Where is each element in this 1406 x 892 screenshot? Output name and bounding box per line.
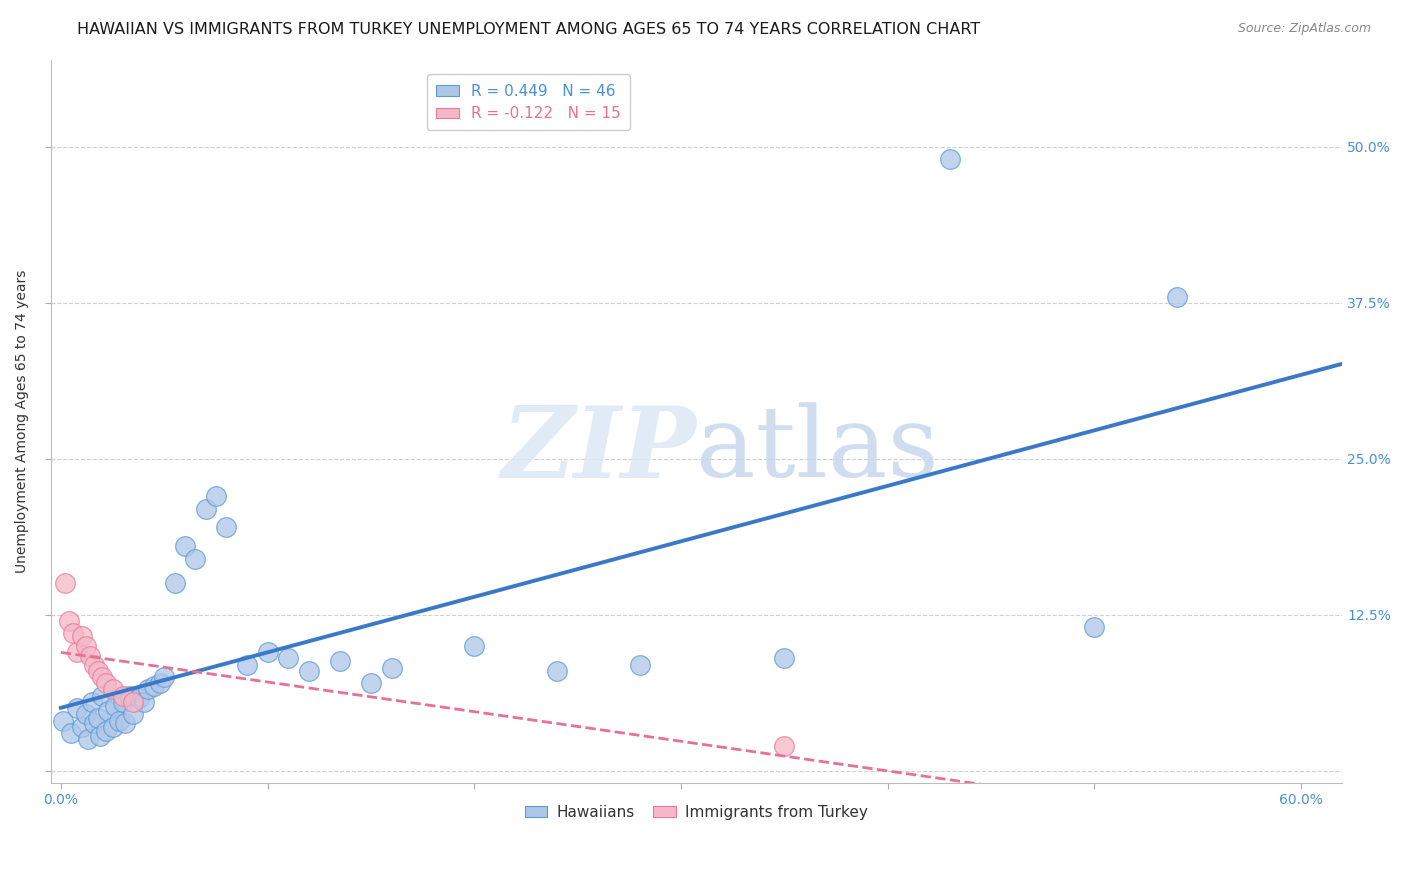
Point: [53, 576, 76, 591]
Point: [111, 689, 134, 703]
Point: [380, 661, 402, 675]
Point: [87, 711, 110, 725]
Point: [132, 695, 155, 709]
Point: [83, 716, 105, 731]
Point: [256, 645, 278, 659]
Y-axis label: Unemployment Among Ages 65 to 74 years: Unemployment Among Ages 65 to 74 years: [15, 269, 30, 573]
Point: [80, 695, 103, 709]
Point: [149, 676, 172, 690]
Point: [70, 629, 93, 643]
Point: [58, 614, 80, 628]
Point: [236, 657, 259, 672]
Point: [163, 576, 186, 591]
Point: [153, 670, 176, 684]
Point: [773, 651, 796, 665]
Point: [215, 520, 238, 534]
Point: [205, 489, 228, 503]
Point: [66, 645, 89, 659]
Text: atlas: atlas: [696, 402, 939, 498]
Point: [194, 501, 217, 516]
Point: [298, 664, 321, 678]
Point: [136, 682, 159, 697]
Point: [83, 657, 105, 672]
Point: [52, 714, 75, 728]
Point: [89, 729, 111, 743]
Text: ZIP: ZIP: [502, 402, 696, 499]
Point: [76, 732, 98, 747]
Point: [75, 707, 97, 722]
Point: [87, 664, 110, 678]
Point: [938, 153, 960, 167]
Point: [773, 739, 796, 753]
Point: [329, 654, 352, 668]
Legend: Hawaiians, Immigrants from Turkey: Hawaiians, Immigrants from Turkey: [519, 799, 875, 826]
Point: [96, 676, 118, 690]
Point: [91, 689, 114, 703]
Point: [184, 551, 207, 566]
Point: [118, 689, 141, 703]
Point: [142, 679, 165, 693]
Point: [96, 723, 118, 738]
Point: [60, 726, 83, 740]
Point: [111, 695, 134, 709]
Point: [104, 698, 127, 713]
Point: [463, 639, 485, 653]
Point: [1083, 620, 1105, 634]
Text: Source: ZipAtlas.com: Source: ZipAtlas.com: [1237, 22, 1371, 36]
Point: [75, 639, 97, 653]
Point: [97, 704, 120, 718]
Point: [277, 651, 299, 665]
Point: [101, 720, 124, 734]
Point: [173, 539, 195, 553]
Point: [128, 691, 150, 706]
Point: [66, 701, 89, 715]
Point: [546, 664, 568, 678]
Point: [62, 626, 84, 640]
Point: [628, 657, 651, 672]
Point: [122, 695, 145, 709]
Point: [360, 676, 382, 690]
Point: [114, 716, 136, 731]
Point: [1166, 289, 1188, 303]
Point: [70, 720, 93, 734]
Point: [101, 682, 124, 697]
Point: [91, 670, 114, 684]
Point: [107, 714, 129, 728]
Point: [79, 648, 101, 663]
Point: [122, 707, 145, 722]
Text: HAWAIIAN VS IMMIGRANTS FROM TURKEY UNEMPLOYMENT AMONG AGES 65 TO 74 YEARS CORREL: HAWAIIAN VS IMMIGRANTS FROM TURKEY UNEMP…: [77, 22, 980, 37]
